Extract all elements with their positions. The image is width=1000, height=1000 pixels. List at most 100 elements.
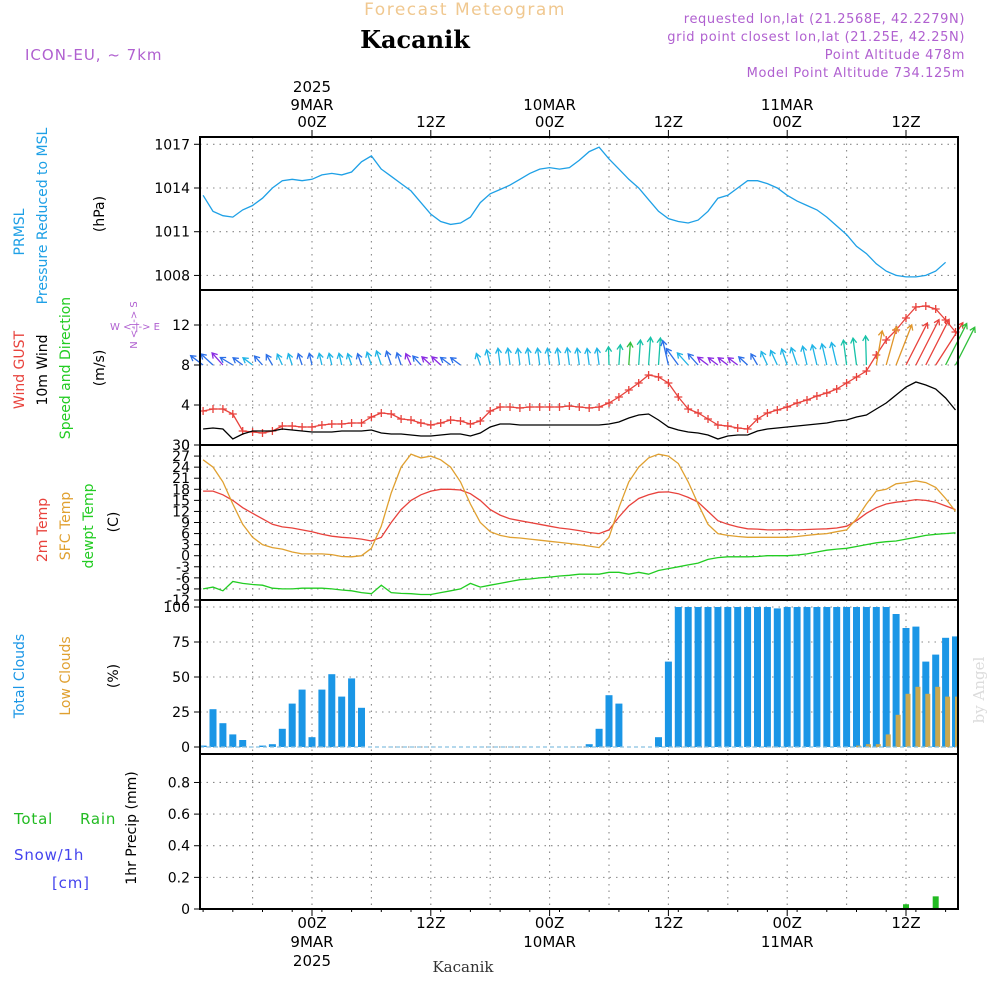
- total-clouds-bar: [664, 661, 672, 747]
- wind-direction-arrow: [885, 325, 899, 366]
- total-clouds-bar: [862, 607, 870, 747]
- wind-gust-marker: [822, 389, 831, 397]
- total-clouds-bar: [605, 695, 613, 747]
- sfc-temp-line: [202, 453, 957, 558]
- pressure-ytick-label: 1011: [154, 225, 190, 241]
- wind-direction-arrow: [727, 357, 739, 366]
- precip-panel-labels: Total Rain Snow/1h [cm] 1hr Precip (mm): [13, 771, 140, 892]
- total-clouds-bar: [219, 723, 227, 747]
- total-clouds-bar: [902, 628, 910, 747]
- low-clouds-bar: [915, 686, 921, 747]
- total-clouds-bar: [783, 607, 791, 747]
- wind-direction-arrow: [219, 356, 234, 366]
- wind-direction-arrow: [554, 346, 562, 366]
- wind-direction-arrow: [439, 356, 451, 366]
- wind-gust-marker: [228, 410, 237, 418]
- total-clouds-bar: [338, 696, 346, 747]
- low-clouds-bar: [935, 686, 941, 747]
- prmsl-line: [202, 146, 947, 278]
- top-axis-label: 00Z: [297, 113, 326, 131]
- wind-gust-marker: [288, 422, 297, 430]
- wind-gust-marker: [713, 421, 722, 429]
- meteogram-heading: Forecast Meteogram: [364, 0, 566, 20]
- low-clouds-bar: [905, 693, 911, 747]
- wind-gust-marker: [436, 419, 445, 427]
- gridpoint-coordinates: grid point closest lon,lat (21.25E, 42.2…: [667, 30, 965, 45]
- total-clouds-bar: [892, 614, 900, 747]
- wind-gust-marker: [446, 416, 455, 424]
- top-axis-label: 2025: [293, 78, 331, 96]
- wind-gust-marker: [535, 403, 544, 411]
- wind-direction-arrow: [276, 352, 283, 366]
- sfc-temp-label: SFC Temp: [58, 492, 74, 561]
- wind-panel-labels: Wind GUST 10m Wind Speed and Direction (…: [12, 297, 160, 439]
- bottom-axis-label: 00Z: [773, 914, 802, 932]
- prmsl-label: PRMSL: [12, 208, 28, 255]
- temperature-ytick-label: 18: [172, 482, 190, 498]
- wind-gust-marker: [258, 429, 267, 437]
- wind-gust-marker: [407, 416, 415, 424]
- top-axis-label: 9MAR: [290, 96, 333, 114]
- wind-gust-marker: [654, 373, 663, 381]
- temperature-ytick-label: 3: [181, 538, 190, 554]
- wind-gust-marker: [298, 423, 307, 431]
- wind-direction-arrow: [336, 352, 344, 366]
- total-clouds-bar: [655, 737, 662, 747]
- wind-gust-marker: [773, 406, 782, 414]
- total-clouds-bar: [704, 607, 712, 747]
- total-clouds-bar: [952, 636, 958, 747]
- temperature-ytick-label: 6: [181, 527, 190, 543]
- wind-direction-arrow: [915, 318, 941, 366]
- bottom-axis-label: 10MAR: [523, 933, 576, 951]
- wind-gust-marker: [743, 425, 752, 433]
- wind-gust-marker: [793, 399, 802, 407]
- dewpoint-label: dewpt Temp: [81, 483, 97, 568]
- wind-gust-label: Wind GUST: [12, 330, 28, 409]
- top-axis-label: 12Z: [654, 113, 683, 131]
- total-clouds-bar: [942, 637, 950, 747]
- wind-gust-marker: [426, 421, 435, 429]
- bottom-axis-label: 2025: [293, 952, 331, 970]
- precip-unit-label: 1hr Precip (mm): [124, 771, 140, 884]
- total-clouds-bar: [823, 607, 831, 747]
- total-clouds-bar: [724, 607, 732, 747]
- low-clouds-bar: [945, 696, 951, 747]
- bottom-axis-label: 00Z: [535, 914, 564, 932]
- wind-gust-marker: [862, 367, 871, 375]
- wind-gust-marker: [416, 419, 425, 427]
- total-label: Total: [13, 810, 53, 828]
- temperature-ytick-label: 24: [172, 460, 190, 476]
- total-clouds-bar: [288, 703, 296, 747]
- wind-direction-arrow: [404, 352, 412, 366]
- wind-direction-arrow: [626, 341, 634, 366]
- panels-layer: 100810111014101704812-12-9-6-30369121518…: [154, 136, 976, 918]
- wind-gust-marker: [605, 399, 613, 407]
- wind-direction-arrow: [850, 336, 858, 366]
- wind-direction-arrow: [665, 347, 679, 366]
- wind-gust-marker: [515, 404, 524, 412]
- total-clouds-bar: [200, 745, 207, 747]
- total-clouds-bar: [694, 607, 702, 747]
- wind-direction-arrow: [449, 356, 461, 366]
- wind-gust-marker: [763, 409, 772, 417]
- wind-gust-line: [202, 305, 957, 434]
- wind-direction-arrow: [800, 344, 808, 366]
- top-axis-label: 12Z: [416, 113, 445, 131]
- temperature-panel-labels: 2m Temp SFC Temp dewpt Temp (C): [35, 483, 122, 568]
- wind-direction-arrow: [707, 357, 719, 366]
- total-clouds-bar: [348, 678, 356, 747]
- total-clouds-bar: [209, 709, 217, 747]
- precip-ytick-label: 0: [181, 902, 190, 918]
- clouds-unit-label: (%): [106, 664, 122, 688]
- wind-ytick-label: 8: [181, 358, 190, 374]
- wind-direction-arrow: [840, 338, 848, 366]
- wind-panel: 0 4 8 12: [172, 289, 976, 454]
- wind-gust-marker: [634, 379, 643, 387]
- wind-direction-arrow: [241, 357, 253, 366]
- total-clouds-bar: [674, 607, 682, 747]
- wind-direction-arrow: [484, 348, 492, 366]
- wind-gust-marker: [397, 415, 406, 423]
- wind-gust-marker: [803, 396, 811, 404]
- total-clouds-bar: [229, 734, 237, 747]
